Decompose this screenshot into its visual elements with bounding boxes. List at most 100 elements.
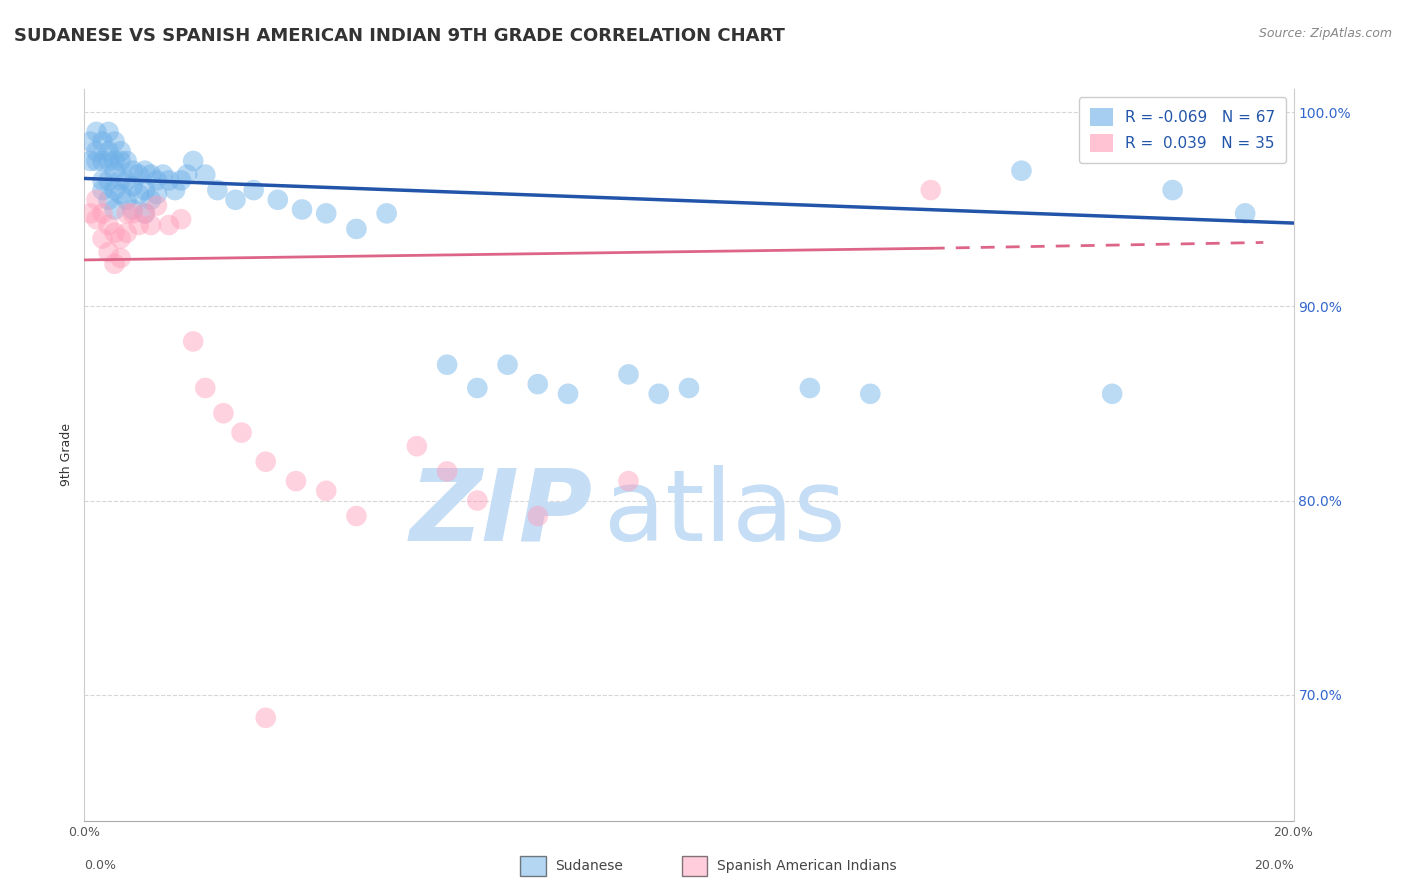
Point — [134, 163, 156, 178]
Point — [1234, 206, 1257, 220]
Point — [97, 145, 120, 159]
Point — [527, 377, 550, 392]
Text: atlas: atlas — [605, 465, 846, 562]
Point — [97, 245, 120, 260]
Point — [91, 183, 114, 197]
Text: Source: ZipAtlas.com: Source: ZipAtlas.com — [1258, 27, 1392, 40]
Point — [79, 153, 101, 168]
Legend: R = -0.069   N = 67, R =  0.039   N = 35: R = -0.069 N = 67, R = 0.039 N = 35 — [1080, 97, 1286, 163]
Point — [97, 125, 120, 139]
Point — [194, 381, 217, 395]
Point — [648, 386, 671, 401]
Point — [254, 711, 277, 725]
Point — [1011, 163, 1033, 178]
Point — [110, 251, 132, 265]
Point — [146, 173, 169, 187]
Point — [254, 455, 277, 469]
Point — [115, 206, 138, 220]
Point — [165, 183, 187, 197]
Point — [315, 206, 337, 220]
Point — [181, 153, 204, 168]
Point — [86, 125, 108, 139]
Point — [346, 222, 368, 236]
Point — [110, 153, 132, 168]
Text: 0.0%: 0.0% — [84, 859, 117, 871]
Point — [104, 183, 127, 197]
Point — [527, 509, 550, 524]
Point — [121, 179, 143, 194]
Point — [212, 406, 235, 420]
Point — [128, 218, 150, 232]
Point — [121, 163, 143, 178]
Point — [134, 183, 156, 197]
Point — [115, 173, 138, 187]
Point — [104, 226, 127, 240]
Text: ZIP: ZIP — [409, 465, 592, 562]
Point — [1101, 386, 1123, 401]
Point — [91, 173, 114, 187]
Point — [115, 193, 138, 207]
Point — [91, 135, 114, 149]
Point — [267, 193, 290, 207]
Point — [86, 193, 108, 207]
Point — [146, 186, 169, 201]
Point — [285, 474, 308, 488]
Point — [146, 199, 169, 213]
Point — [152, 168, 174, 182]
Point — [79, 135, 101, 149]
Point — [134, 206, 156, 220]
Point — [557, 386, 579, 401]
Point — [467, 381, 489, 395]
Point — [920, 183, 942, 197]
Point — [157, 218, 180, 232]
Point — [467, 493, 489, 508]
Point — [97, 193, 120, 207]
Point — [406, 439, 429, 453]
Text: 20.0%: 20.0% — [1254, 859, 1294, 871]
Point — [104, 257, 127, 271]
Point — [110, 231, 132, 245]
Point — [859, 386, 882, 401]
Point — [436, 464, 458, 478]
Point — [617, 368, 640, 382]
Point — [97, 218, 120, 232]
Point — [139, 218, 162, 232]
Point — [115, 153, 138, 168]
Point — [170, 212, 193, 227]
Point — [110, 173, 132, 187]
Point — [617, 474, 640, 488]
Point — [86, 145, 108, 159]
Point — [97, 153, 120, 168]
Point — [134, 206, 156, 220]
Text: SUDANESE VS SPANISH AMERICAN INDIAN 9TH GRADE CORRELATION CHART: SUDANESE VS SPANISH AMERICAN INDIAN 9TH … — [14, 27, 785, 45]
Point — [79, 206, 101, 220]
Point — [104, 153, 127, 168]
Point — [128, 186, 150, 201]
Point — [225, 193, 247, 207]
Text: Sudanese: Sudanese — [555, 859, 623, 873]
Point — [110, 186, 132, 201]
Point — [115, 226, 138, 240]
Point — [139, 193, 162, 207]
Point — [678, 381, 700, 395]
Point — [139, 168, 162, 182]
Point — [121, 202, 143, 217]
Point — [86, 153, 108, 168]
Point — [375, 206, 398, 220]
Point — [91, 231, 114, 245]
Point — [242, 183, 264, 197]
Point — [110, 145, 132, 159]
Point — [170, 173, 193, 187]
Point — [231, 425, 253, 440]
Point — [104, 163, 127, 178]
Point — [181, 334, 204, 349]
Point — [176, 168, 198, 182]
Point — [104, 135, 127, 149]
Point — [194, 168, 217, 182]
Point — [1161, 183, 1184, 197]
Point — [291, 202, 314, 217]
Point — [97, 173, 120, 187]
Point — [799, 381, 821, 395]
Point — [128, 168, 150, 182]
Point — [121, 206, 143, 220]
